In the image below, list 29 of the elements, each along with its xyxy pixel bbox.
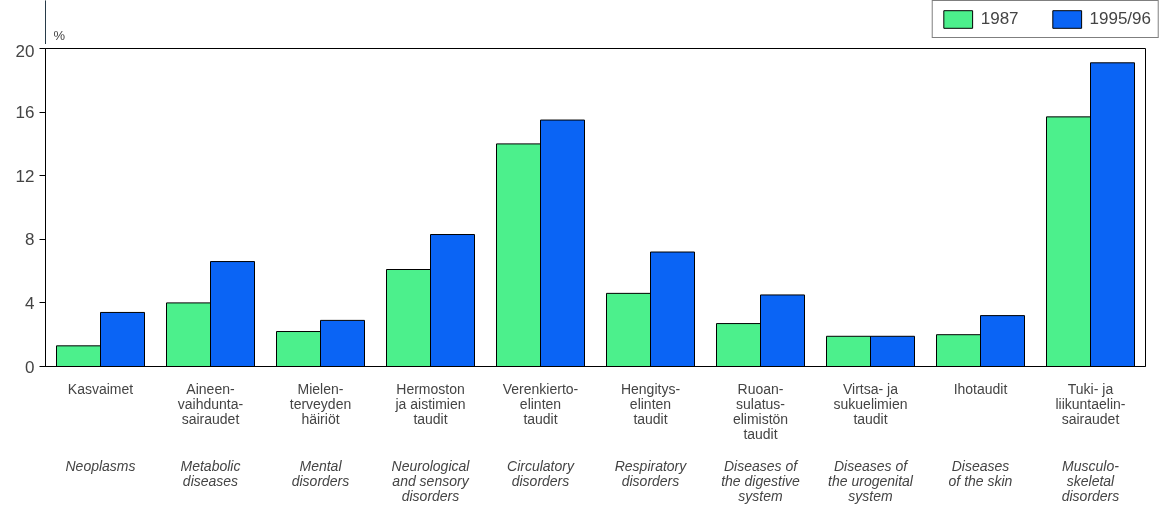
x-tick-label: Verenkierto- elinten taudit — [502, 380, 579, 427]
y-tick-label: 12 — [15, 166, 35, 186]
y-tick-label: 4 — [25, 293, 35, 313]
x-tick-label: Ihotaudit — [953, 380, 1008, 397]
y-axis-title: % — [53, 27, 66, 43]
x-tick-label: Mielen- terveyden häiriöt — [289, 380, 352, 427]
x-tick-label: Hermoston ja aistimien taudit — [394, 380, 466, 427]
y-tick-label: 16 — [15, 103, 35, 123]
y-tick-label: 0 — [25, 357, 35, 377]
text: Diseases of the urogenital system — [828, 457, 914, 504]
text: Neoplasms — [65, 457, 136, 474]
text: Diseases of the skin — [948, 457, 1013, 489]
text: Diseases of the digestive system — [721, 457, 801, 504]
text: Mental disorders — [291, 457, 350, 489]
text: Respiratory disorders — [614, 457, 688, 489]
x-tick-label: Tuki- ja liikuntaelin- sairaudet — [1055, 380, 1126, 427]
x-tick-label: Aineen- vaihdunta- sairaudet — [177, 380, 244, 427]
text: Musculo- skeletal disorders — [1061, 457, 1120, 504]
text: Metabolic diseases — [180, 457, 241, 489]
x-tick-label: Virtsa- ja sukuelimien taudit — [833, 380, 908, 427]
text: Neurological and sensory disorders — [391, 457, 471, 504]
y-tick-label: 8 — [25, 230, 35, 250]
x-tick-label: Kasvaimet — [67, 380, 134, 397]
y-tick-label: 20 — [15, 41, 35, 61]
legend-label: 1987 — [980, 9, 1019, 29]
text: Circulatory disorders — [507, 457, 575, 489]
x-tick-label: Ruoan- sulatus- elimistön taudit — [732, 380, 789, 443]
x-tick-label: Hengitys- elinten taudit — [620, 380, 681, 427]
legend-label: 1995/96 — [1089, 9, 1151, 29]
